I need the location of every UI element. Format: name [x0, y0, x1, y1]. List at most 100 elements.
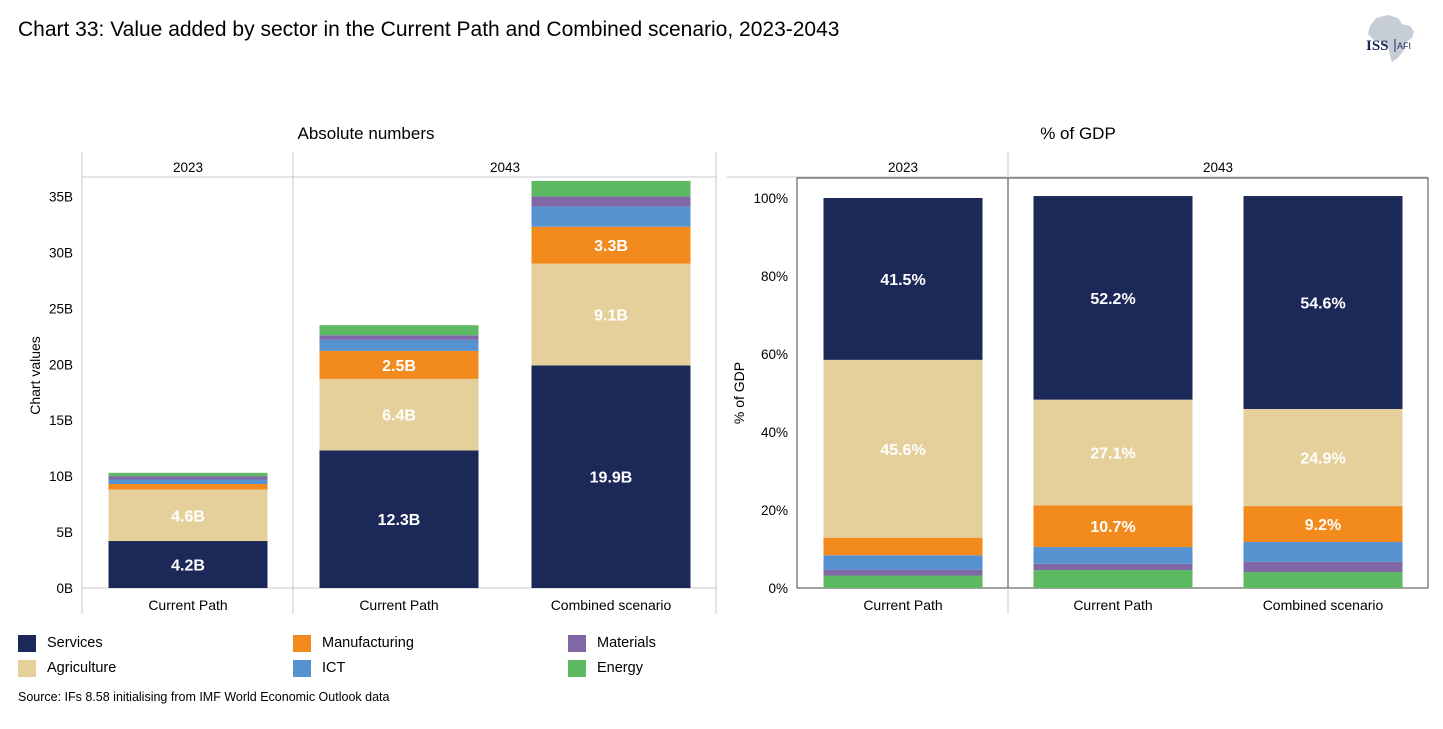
data-label: 27.1%: [1090, 445, 1135, 462]
africa-map-icon: [1368, 15, 1414, 62]
legend-swatch: [293, 659, 311, 677]
logo-text: ISS: [1366, 38, 1389, 54]
source-note: Source: IFs 8.58 initialising from IMF W…: [18, 690, 390, 704]
y-tick-label: 40%: [761, 425, 788, 440]
bar-segment-energy: [1033, 570, 1193, 588]
legend-swatch: [568, 659, 586, 677]
bar-segment-manufacturing: [108, 483, 268, 490]
y-axis-label: % of GDP: [731, 362, 747, 424]
group-label-2043: 2043: [490, 160, 520, 175]
legend-item-manufacturing: Manufacturing: [293, 633, 414, 653]
data-label: 54.6%: [1300, 296, 1345, 313]
bar-segment-services: [823, 198, 983, 360]
logo-subtext: AFI: [1397, 41, 1411, 51]
bar-segment-materials: [108, 476, 268, 480]
group-label-2023: 2023: [173, 160, 203, 175]
y-tick-label: 35B: [49, 190, 73, 205]
x-category-label: Current Path: [863, 597, 942, 613]
legend-swatch: [18, 659, 36, 677]
x-category-label: Combined scenario: [551, 597, 672, 613]
legend-label: Materials: [597, 635, 656, 651]
y-tick-label: 10B: [49, 469, 73, 484]
legend-item-agriculture: Agriculture: [18, 658, 116, 678]
legend-label: Energy: [597, 660, 643, 676]
y-tick-label: 60%: [761, 347, 788, 362]
legend-label: Services: [47, 635, 103, 651]
data-label: 9.1B: [594, 308, 628, 325]
data-label: 4.2B: [171, 558, 205, 575]
y-tick-label: 30B: [49, 245, 73, 260]
data-label: 3.3B: [594, 238, 628, 255]
y-tick-label: 80%: [761, 269, 788, 284]
bar-segment-agriculture: [108, 489, 268, 542]
data-label: 19.9B: [590, 470, 633, 487]
bar-segment-agriculture: [1243, 408, 1403, 507]
bar-segment-services: [319, 450, 479, 588]
legend-label: Manufacturing: [322, 635, 414, 651]
group-label-2043: 2043: [1203, 160, 1233, 175]
chart-title-gdp: % of GDP: [1040, 124, 1116, 143]
chart-title-absolute: Absolute numbers: [297, 124, 434, 143]
bar-segment-manufacturing: [823, 537, 983, 556]
bar-segment-manufacturing: [531, 226, 691, 264]
bar-segment-services: [1033, 196, 1193, 400]
bar-segment-agriculture: [319, 378, 479, 451]
legend-item-materials: Materials: [568, 633, 656, 653]
legend-label: Agriculture: [47, 660, 117, 676]
legend-swatch: [18, 634, 36, 652]
data-label: 10.7%: [1090, 519, 1135, 536]
bar-segment-materials: [1033, 563, 1193, 571]
y-axis-label: Chart values: [27, 336, 43, 415]
legend-item-energy: Energy: [568, 658, 643, 678]
data-label: 24.9%: [1300, 451, 1345, 468]
data-label: 4.6B: [171, 508, 205, 525]
bar-segment-materials: [319, 335, 479, 340]
bar-segment-manufacturing: [319, 350, 479, 379]
group-label-2023: 2023: [888, 160, 918, 175]
y-tick-label: 5B: [56, 525, 73, 540]
y-tick-label: 20%: [761, 503, 788, 518]
y-tick-label: 0%: [768, 581, 788, 596]
iss-afi-logo: ISS AFI: [1362, 12, 1422, 67]
data-label: 45.6%: [880, 442, 925, 459]
bar-segment-energy: [531, 180, 691, 197]
chart-title: Chart 33: Value added by sector in the C…: [18, 18, 840, 41]
bar-segment-ict: [531, 206, 691, 227]
y-tick-label: 0B: [56, 581, 73, 596]
bar-segment-energy: [1243, 572, 1403, 588]
y-tick-label: 25B: [49, 301, 73, 316]
x-category-label: Combined scenario: [1263, 597, 1384, 613]
bar-segment-ict: [1243, 541, 1403, 562]
bar-segment-services: [531, 365, 691, 588]
bar-segment-energy: [823, 575, 983, 588]
bar-segment-services: [1243, 196, 1403, 409]
y-tick-label: 100%: [753, 191, 788, 206]
x-category-label: Current Path: [359, 597, 438, 613]
bar-segment-ict: [823, 555, 983, 570]
legend-item-services: Services: [18, 633, 103, 653]
bar-segment-materials: [1243, 561, 1403, 573]
bar-segment-manufacturing: [1033, 505, 1193, 548]
bar-segment-agriculture: [823, 359, 983, 538]
legend-swatch: [293, 634, 311, 652]
bar-segment-ict: [1033, 547, 1193, 564]
legend-label: ICT: [322, 660, 346, 676]
data-label: 6.4B: [382, 408, 416, 425]
bar-segment-energy: [108, 472, 268, 477]
data-label: 12.3B: [378, 512, 421, 529]
bar-segment-agriculture: [1033, 399, 1193, 506]
legend-item-ict: ICT: [293, 658, 345, 678]
bar-segment-ict: [319, 339, 479, 351]
y-tick-label: 15B: [49, 413, 73, 428]
y-tick-label: 20B: [49, 357, 73, 372]
data-label: 41.5%: [880, 272, 925, 289]
data-label: 52.2%: [1090, 291, 1135, 308]
legend-swatch: [568, 634, 586, 652]
data-label: 2.5B: [382, 358, 416, 375]
bar-segment-services: [108, 541, 268, 588]
bar-segment-agriculture: [531, 263, 691, 366]
bar-segment-manufacturing: [1243, 506, 1403, 542]
data-label: 9.2%: [1305, 517, 1341, 534]
x-category-label: Current Path: [1073, 597, 1152, 613]
